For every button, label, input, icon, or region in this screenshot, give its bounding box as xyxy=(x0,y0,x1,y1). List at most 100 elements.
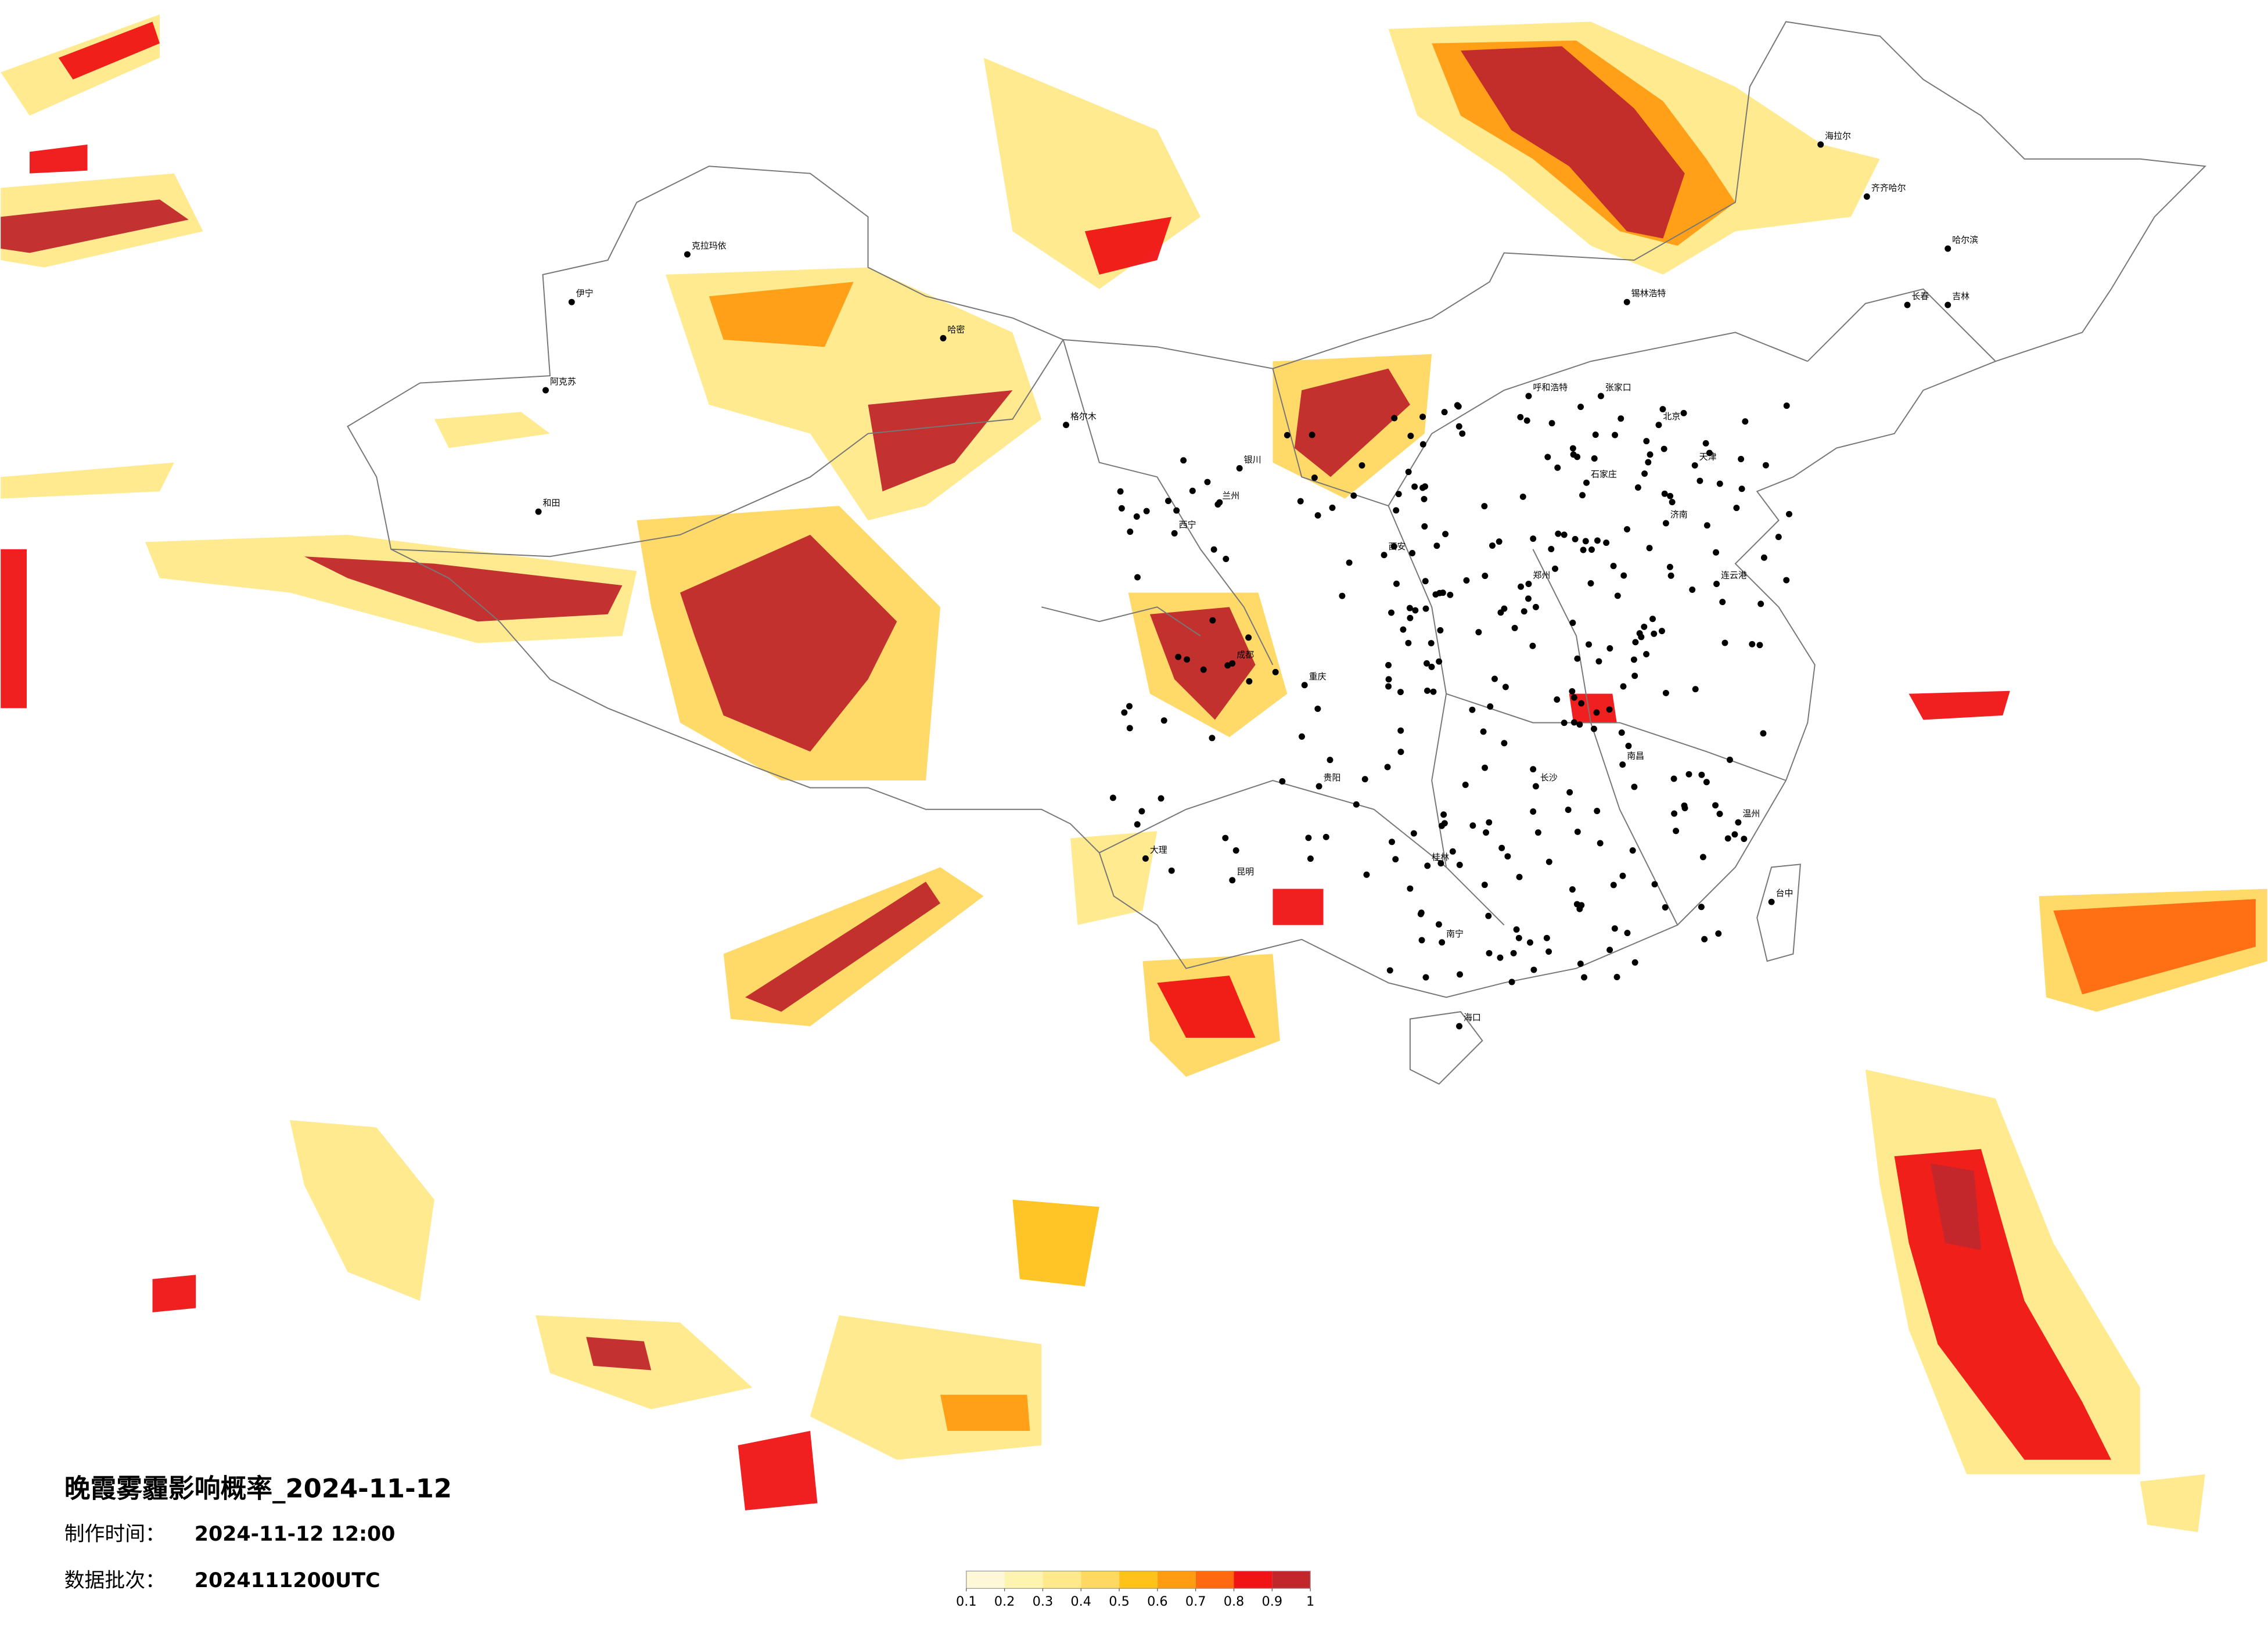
city-dot xyxy=(1133,513,1140,520)
city-dot xyxy=(1485,912,1492,919)
city-dot xyxy=(1532,783,1539,790)
city-dot xyxy=(1134,574,1141,581)
city-dot xyxy=(1597,393,1604,400)
city-dot xyxy=(1447,591,1454,598)
city-dot xyxy=(1699,854,1706,861)
city-dot xyxy=(1775,534,1782,541)
city-label: 桂林 xyxy=(1432,852,1449,862)
city-dot xyxy=(1645,459,1652,466)
city-dot xyxy=(1510,949,1517,956)
colorbar-swatch xyxy=(1195,1571,1234,1589)
city-label: 大理 xyxy=(1150,844,1167,855)
haze-area xyxy=(1273,888,1324,925)
city-dot xyxy=(1623,298,1630,305)
city-label: 格尔木 xyxy=(1070,411,1097,422)
city-dot xyxy=(1703,522,1710,529)
city-dot xyxy=(1620,683,1627,690)
city-label: 海拉尔 xyxy=(1825,131,1851,141)
city-dot xyxy=(1496,538,1503,545)
city-dot xyxy=(1662,689,1669,696)
city-dot xyxy=(1160,717,1167,724)
city-label: 呼和浩特 xyxy=(1533,382,1568,393)
city-dot xyxy=(1424,862,1431,869)
city-label: 兰州 xyxy=(1222,491,1239,501)
haze-area xyxy=(1908,690,2010,720)
city-dot xyxy=(1346,559,1353,566)
city-dot xyxy=(1701,936,1708,942)
city-dot xyxy=(1578,700,1585,707)
city-dot xyxy=(1480,728,1487,735)
city-label: 南宁 xyxy=(1446,929,1464,939)
city-dot xyxy=(1063,422,1069,429)
city-dot xyxy=(1456,1023,1462,1030)
city-dot xyxy=(1631,959,1638,966)
city-dot xyxy=(1388,609,1394,616)
city-dot xyxy=(1783,577,1790,584)
city-dot xyxy=(1577,404,1584,411)
city-dot xyxy=(1530,535,1537,542)
city-dot xyxy=(1662,904,1669,911)
city-dot xyxy=(1534,829,1541,836)
haze-area xyxy=(738,1431,818,1510)
city-label: 济南 xyxy=(1670,509,1688,520)
city-dot xyxy=(1386,967,1393,974)
city-dot xyxy=(1613,974,1620,980)
city-dot xyxy=(1561,720,1568,726)
city-dot xyxy=(1339,592,1346,599)
colorbar-swatch xyxy=(1157,1571,1196,1589)
city-dot xyxy=(1579,492,1586,499)
city-label: 阿克苏 xyxy=(550,376,576,387)
haze-area xyxy=(1930,1163,1981,1250)
city-dot xyxy=(1407,885,1414,892)
city-dot xyxy=(1698,904,1705,911)
city-dot xyxy=(1216,499,1223,506)
taiwan-border xyxy=(1756,864,1801,962)
city-dot xyxy=(1232,847,1239,854)
haze-area xyxy=(58,21,160,80)
city-dot xyxy=(1126,703,1133,710)
city-dot xyxy=(1134,821,1141,828)
city-dot xyxy=(1569,619,1576,626)
city-dot xyxy=(1518,583,1525,590)
city-dot xyxy=(1138,808,1145,815)
city-dot xyxy=(1698,771,1705,778)
city-dot xyxy=(1455,403,1462,410)
city-dot xyxy=(1118,505,1125,512)
haze-area xyxy=(709,282,854,347)
city-dot xyxy=(1681,802,1688,809)
city-dot xyxy=(1692,686,1699,693)
city-dot xyxy=(1716,480,1723,487)
haze-area xyxy=(868,390,1013,492)
city-dot xyxy=(1305,834,1312,841)
city-dot xyxy=(1658,628,1665,635)
city-dot xyxy=(1314,706,1321,713)
city-dot xyxy=(1643,650,1650,657)
colorbar-swatch xyxy=(966,1571,1005,1589)
city-dot xyxy=(1762,462,1769,469)
city-dot xyxy=(1517,413,1524,420)
city-dot xyxy=(1680,409,1687,416)
city-dot xyxy=(1817,141,1824,148)
city-label: 哈密 xyxy=(947,324,965,334)
city-dot xyxy=(1667,572,1674,579)
city-dot xyxy=(1785,510,1792,517)
city-dot xyxy=(1439,939,1446,946)
city-dot xyxy=(1525,581,1532,587)
colorbar-tick-label: 1 xyxy=(1306,1594,1314,1609)
city-dot xyxy=(1594,537,1601,544)
city-dot xyxy=(1406,605,1413,611)
city-dot xyxy=(1475,629,1482,636)
city-dot xyxy=(1437,860,1444,867)
colorbar-tick-label: 0.5 xyxy=(1109,1594,1130,1609)
city-label: 昆明 xyxy=(1237,866,1254,877)
province-line xyxy=(1388,505,1505,926)
haze-area xyxy=(1294,368,1410,477)
city-dot xyxy=(1569,445,1576,452)
city-dot xyxy=(1432,591,1439,598)
city-dot xyxy=(1422,974,1429,981)
city-dot xyxy=(1545,858,1552,865)
city-dot xyxy=(1597,840,1604,847)
city-dot xyxy=(1482,573,1489,580)
city-dot xyxy=(1117,488,1124,495)
city-dot xyxy=(1385,676,1392,683)
